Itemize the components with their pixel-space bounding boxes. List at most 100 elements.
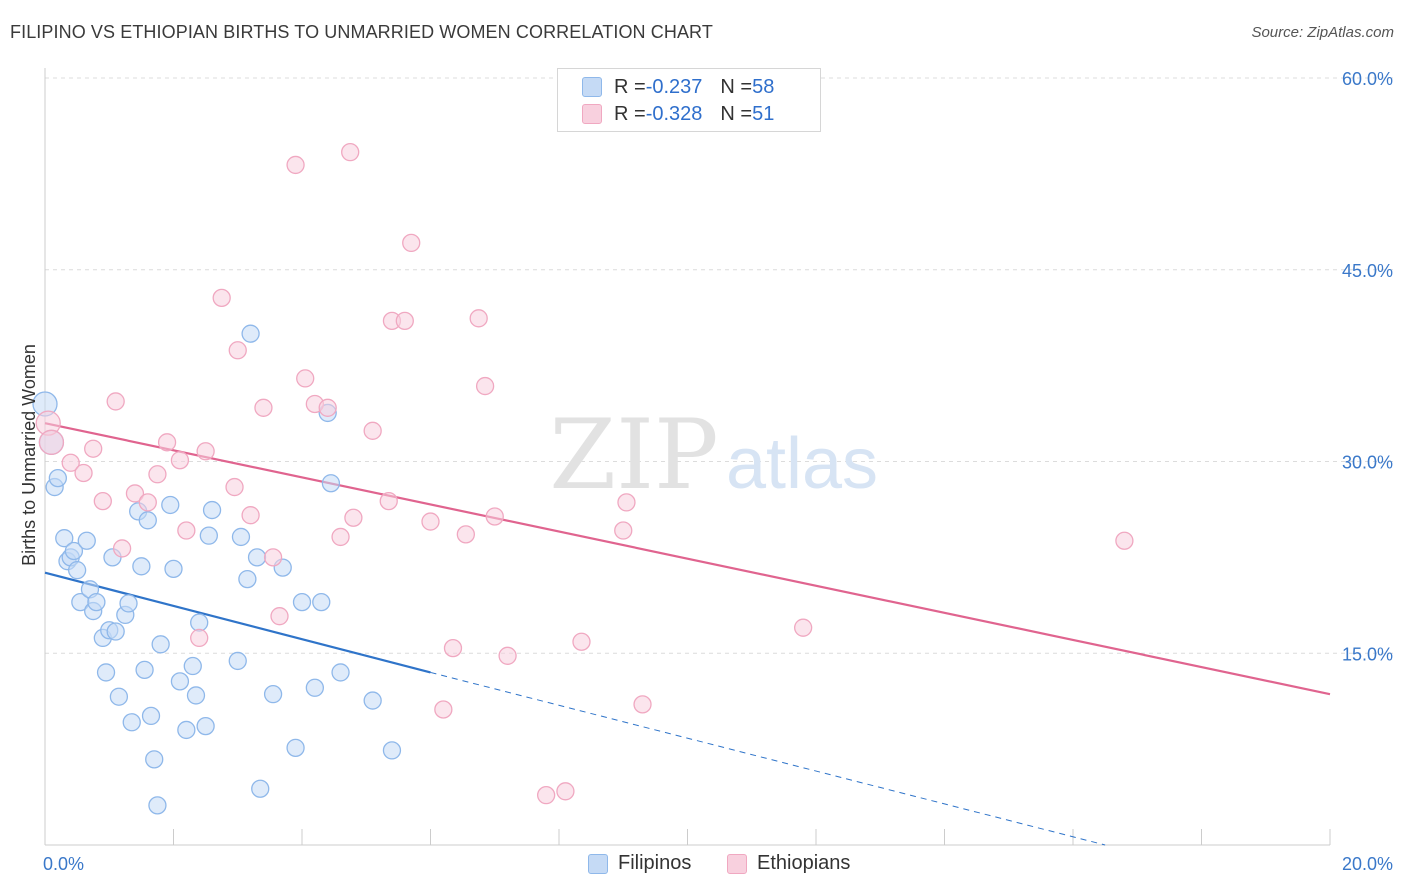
ethiopians-points bbox=[35, 142, 1134, 805]
ethiopians-point-19 bbox=[241, 506, 260, 525]
ethiopians-point-42 bbox=[498, 646, 517, 665]
legend-item-filipinos[interactable]: Filipinos bbox=[588, 852, 691, 875]
gridlines bbox=[45, 77, 1395, 654]
ethiopians-r-label: R = bbox=[614, 102, 646, 125]
filipinos-point-19 bbox=[109, 687, 129, 706]
filipinos-trend-line bbox=[44, 571, 431, 674]
filipinos-point-3 bbox=[48, 468, 67, 488]
filipinos-legend-swatch bbox=[588, 853, 608, 874]
ethiopians-point-14 bbox=[190, 628, 209, 648]
ethiopians-point-37 bbox=[443, 638, 463, 658]
ethiopians-point-39 bbox=[469, 309, 488, 328]
filipinos-point-37 bbox=[190, 613, 209, 632]
ethiopians-point-4 bbox=[84, 439, 103, 458]
ethiopians-swatch bbox=[582, 104, 602, 124]
x-tick-label-0: 0.0% bbox=[43, 854, 84, 874]
filipinos-point-22 bbox=[122, 713, 141, 732]
chart-title: FILIPINO VS ETHIOPIAN BIRTHS TO UNMARRIE… bbox=[10, 22, 713, 42]
filipinos-n-value: 58 bbox=[752, 75, 775, 98]
filipinos-point-40 bbox=[199, 526, 218, 545]
filipinos-point-13 bbox=[87, 592, 106, 612]
filipinos-point-47 bbox=[263, 685, 283, 704]
filipinos-point-44 bbox=[238, 569, 257, 589]
ethiopians-legend-label: Ethiopians bbox=[757, 852, 851, 874]
filipinos-trend-extension bbox=[430, 671, 1106, 846]
ethiopians-point-48 bbox=[633, 695, 652, 714]
ethiopians-point-40 bbox=[475, 376, 495, 396]
filipinos-point-42 bbox=[228, 651, 247, 671]
ethiopians-point-23 bbox=[286, 155, 305, 175]
ethiopians-point-34 bbox=[402, 233, 421, 253]
ethiopians-point-10 bbox=[148, 465, 167, 484]
ethiopians-r-value: -0.328 bbox=[645, 102, 703, 125]
filipinos-point-38 bbox=[196, 716, 215, 736]
ethiopians-point-47 bbox=[617, 493, 636, 512]
ethiopians-trend-line bbox=[44, 422, 1331, 696]
y-axis-label: Births to Unmarried Women bbox=[19, 344, 39, 566]
filipinos-point-46 bbox=[251, 779, 270, 798]
filipinos-point-4 bbox=[55, 529, 74, 548]
filipinos-point-50 bbox=[292, 592, 312, 612]
ethiopians-point-31 bbox=[379, 491, 398, 511]
ethiopians-point-24 bbox=[296, 369, 315, 388]
legend-item-ethiopians[interactable]: Ethiopians bbox=[727, 852, 850, 875]
filipinos-swatch bbox=[582, 77, 602, 97]
filipinos-point-25 bbox=[135, 660, 154, 680]
filipinos-point-51 bbox=[305, 678, 325, 697]
ethiopians-point-8 bbox=[125, 484, 145, 503]
ethiopians-point-1 bbox=[38, 429, 65, 455]
filipinos-point-55 bbox=[331, 663, 350, 682]
ethiopians-point-36 bbox=[434, 700, 453, 719]
filipinos-point-35 bbox=[183, 656, 202, 676]
filipinos-point-18 bbox=[106, 622, 125, 641]
y-tick-label-3: 60.0% bbox=[1342, 69, 1393, 89]
filipinos-point-26 bbox=[138, 511, 157, 530]
ethiopians-point-29 bbox=[344, 508, 363, 527]
ethiopians-point-46 bbox=[614, 521, 633, 540]
filipinos-point-36 bbox=[186, 686, 206, 705]
ethiopians-point-7 bbox=[112, 539, 132, 558]
trend-lines bbox=[44, 422, 1331, 846]
ethiopians-point-45 bbox=[572, 632, 591, 651]
filipinos-n-label: N = bbox=[720, 75, 753, 98]
filipinos-point-43 bbox=[241, 324, 260, 343]
filipinos-point-31 bbox=[161, 495, 180, 515]
filipinos-r-value: -0.237 bbox=[645, 75, 703, 98]
filipinos-point-7 bbox=[64, 541, 84, 561]
ethiopians-point-15 bbox=[196, 442, 215, 461]
ethiopians-point-38 bbox=[456, 525, 475, 544]
watermark-zip: ZIP bbox=[549, 399, 718, 511]
ethiopians-point-26 bbox=[318, 398, 337, 417]
filipinos-point-8 bbox=[67, 561, 87, 580]
ethiopians-point-43 bbox=[537, 785, 556, 805]
ethiopians-point-35 bbox=[421, 512, 440, 531]
ethiopians-point-30 bbox=[363, 421, 382, 440]
filipinos-points bbox=[32, 324, 402, 815]
filipinos-point-34 bbox=[177, 720, 196, 740]
filipinos-point-29 bbox=[148, 796, 167, 815]
filipinos-point-27 bbox=[141, 706, 161, 726]
filipinos-point-56 bbox=[363, 691, 382, 710]
filipinos-point-33 bbox=[170, 672, 190, 691]
correlation-legend: R = -0.237 N = 58 R = -0.328 N = 51 bbox=[557, 68, 821, 132]
ethiopians-n-label: N = bbox=[720, 102, 753, 125]
chart-source: Source: ZipAtlas.com bbox=[1251, 24, 1394, 41]
filipinos-point-10 bbox=[77, 531, 96, 550]
y-tick-label-2: 45.0% bbox=[1342, 261, 1393, 281]
filipinos-point-30 bbox=[151, 635, 170, 654]
watermark-atlas: atlas bbox=[726, 424, 878, 504]
ethiopians-n-value: 51 bbox=[752, 102, 775, 125]
filipinos-point-15 bbox=[96, 663, 116, 682]
ethiopians-point-49 bbox=[794, 618, 813, 637]
filipinos-point-28 bbox=[145, 750, 164, 769]
filipinos-point-57 bbox=[382, 741, 402, 760]
ethiopians-point-44 bbox=[556, 782, 575, 801]
ethiopians-point-5 bbox=[93, 491, 112, 511]
filipinos-point-52 bbox=[312, 592, 331, 612]
x-tick-label-1: 20.0% bbox=[1342, 854, 1393, 874]
ethiopians-legend-swatch bbox=[727, 853, 747, 874]
filipinos-point-24 bbox=[132, 557, 151, 576]
ethiopians-point-50 bbox=[1115, 531, 1134, 550]
filipinos-legend-label: Filipinos bbox=[618, 852, 692, 874]
filipinos-point-32 bbox=[164, 559, 183, 579]
